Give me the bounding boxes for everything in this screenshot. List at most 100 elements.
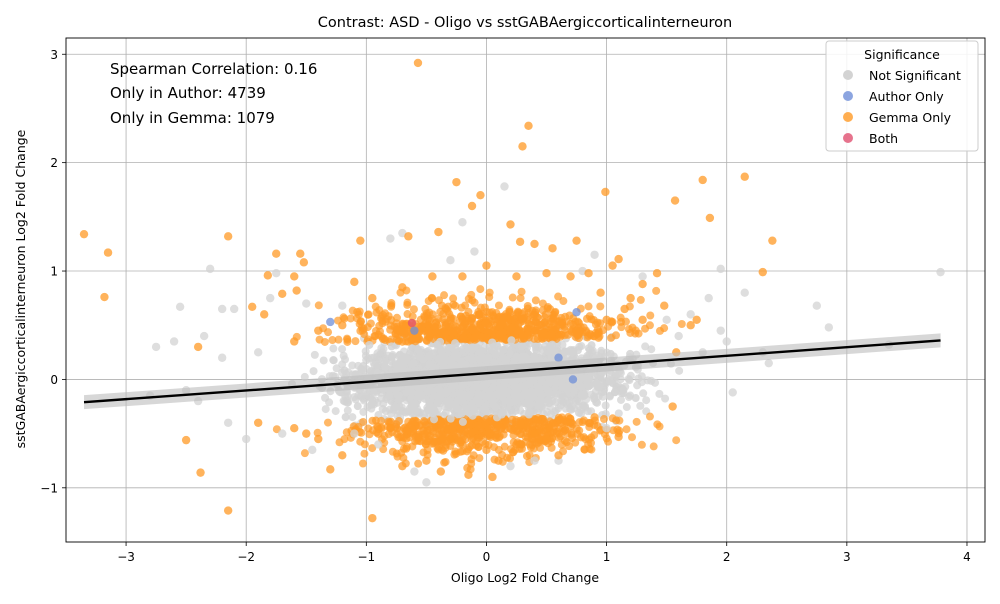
point-gemma-only [506,220,515,229]
point-gemma-only [338,451,347,460]
legend-marker-author-only [843,91,853,101]
cloud-point [468,355,477,364]
point-gemma-only [404,232,413,241]
cloud-point [443,424,452,433]
point-both [407,318,417,328]
cloud-point [660,324,669,333]
cloud-point [414,432,423,441]
cloud-point [531,341,540,350]
cloud-point [354,310,363,319]
cloud-point [518,331,527,340]
point-gemma-only [193,342,203,352]
cloud-point [426,360,435,369]
point-gemma-only [482,261,491,270]
cloud-point [517,287,526,296]
cloud-point [639,389,648,398]
point-gemma-only [705,213,715,223]
cloud-point [388,352,397,361]
point-gemma-only [302,429,311,438]
point-not-significant [500,182,509,191]
legend-label-not-significant: Not Significant [869,68,961,83]
cloud-point [408,442,417,451]
point-not-significant [386,234,395,243]
cloud-point [516,294,525,303]
cloud-point [585,382,594,391]
cloud-point [467,399,476,408]
cloud-point [571,317,580,326]
cloud-point [359,407,368,416]
cloud-point [637,378,646,387]
point-not-significant [169,337,179,346]
point-gemma-only [386,423,395,433]
point-not-significant [199,331,209,341]
cloud-point [396,433,405,442]
cloud-point [351,337,360,346]
cloud-point [591,378,600,387]
cloud-point [601,401,610,410]
point-gemma-only [668,402,677,411]
point-gemma-only [368,293,377,303]
point-gemma-only [181,435,191,445]
cloud-point [498,393,507,402]
cloud-point [506,398,515,407]
point-gemma-only [524,121,533,130]
cloud-point [508,409,517,418]
cloud-point [402,354,411,363]
cloud-point [458,447,467,456]
cloud-point [495,330,504,339]
cloud-point [360,449,369,458]
cloud-point [453,396,462,405]
cloud-point [475,310,484,319]
cloud-point [514,320,523,329]
cloud-point [459,432,468,441]
point-gemma-only [512,440,521,449]
cloud-point [404,387,413,396]
point-not-significant [241,434,251,444]
cloud-point [546,305,555,314]
legend-box [825,40,979,152]
cloud-point [465,390,474,399]
cloud-point [582,326,591,335]
cloud-point [485,386,494,395]
cloud-point [415,386,424,395]
cloud-point [434,296,443,305]
cloud-point [402,434,411,443]
cloud-point [465,443,474,452]
cloud-point [329,356,338,365]
cloud-point [541,432,550,441]
cloud-point [348,361,357,370]
cloud-point [357,428,366,437]
point-not-significant [151,342,161,352]
cloud-point [466,317,475,326]
point-not-significant [936,267,945,277]
point-not-significant [175,302,185,311]
point-not-significant [272,269,281,278]
cloud-point [381,407,390,416]
cloud-point [514,393,523,402]
regression-line [83,339,941,404]
cloud-point [446,414,455,423]
cloud-point [543,331,552,340]
cloud-point [338,345,347,354]
cloud-point [636,295,645,304]
point-not-significant [266,293,275,303]
cloud-point [394,406,403,415]
cloud-point [619,389,628,398]
point-gemma-only [638,315,647,325]
cloud-point [636,401,645,410]
point-not-significant [217,353,227,362]
cloud-point [585,312,594,321]
point-gemma-only [596,288,605,297]
cloud-point [399,453,408,462]
cloud-point [407,360,416,369]
point-gemma-only [398,461,407,471]
cloud-point [414,346,423,355]
point-gemma-only [626,293,635,303]
point-gemma-only [272,249,281,258]
cloud-point [544,395,553,404]
cloud-point [525,320,534,329]
cloud-point [560,331,569,340]
point-gemma-only [566,418,575,427]
point-gemma-only [488,472,497,482]
point-gemma-only [698,175,707,185]
